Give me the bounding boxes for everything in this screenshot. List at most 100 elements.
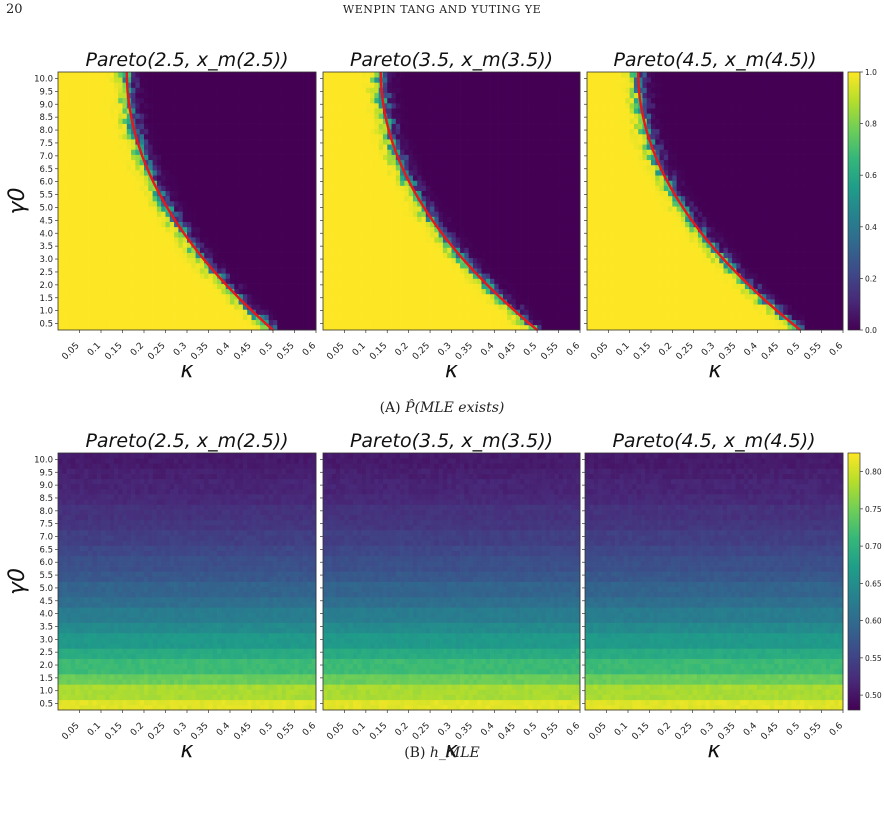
heatmap-cell: [88, 206, 93, 212]
heatmap-cell: [290, 253, 295, 259]
heatmap-cell: [204, 325, 209, 331]
heatmap-cell: [234, 175, 239, 181]
heatmap-cell: [269, 191, 274, 197]
heatmap-cell: [166, 103, 171, 109]
heatmap-cell: [323, 278, 328, 284]
heatmap-cell: [196, 180, 201, 186]
heatmap-cell: [247, 201, 252, 207]
heatmap-cell: [295, 304, 300, 310]
heatmap-cell: [422, 160, 427, 166]
heatmap-cell: [374, 325, 379, 331]
heatmap-cell: [426, 72, 431, 78]
heatmap-cell: [464, 191, 469, 197]
heatmap-cell: [409, 118, 414, 124]
heatmap-cell: [374, 165, 379, 171]
heatmap-cell: [323, 211, 328, 217]
heatmap-cell: [200, 103, 205, 109]
heatmap-cell: [71, 175, 76, 181]
heatmap-cell: [191, 134, 196, 140]
heatmap-cell: [92, 87, 97, 93]
heatmap-cell: [396, 325, 401, 331]
heatmap-cell: [58, 206, 63, 212]
heatmap-cell: [387, 87, 392, 93]
heatmap-cell: [277, 93, 282, 99]
heatmap-cell: [226, 227, 231, 233]
heatmap-cell: [460, 186, 465, 192]
heatmap-cell: [290, 206, 295, 212]
heatmap-cell: [140, 284, 145, 290]
heatmap-cell: [226, 129, 231, 135]
heatmap-cell: [62, 284, 67, 290]
heatmap-cell: [469, 129, 474, 135]
heatmap-cell: [477, 315, 482, 321]
heatmap-cell: [230, 118, 235, 124]
heatmap-cell: [336, 98, 341, 104]
heatmap-cell: [247, 149, 252, 155]
heatmap-cell: [123, 273, 128, 279]
heatmap-cell: [234, 268, 239, 274]
heatmap-cell: [75, 237, 80, 243]
heatmap-cell: [174, 278, 179, 284]
heatmap-cell: [264, 108, 269, 114]
heatmap-cell: [256, 165, 261, 171]
heatmap-cell: [392, 72, 397, 78]
heatmap-cell: [434, 320, 439, 326]
heatmap-cell: [230, 320, 235, 326]
heatmap-cell: [213, 175, 218, 181]
heatmap-cell: [264, 263, 269, 269]
heatmap-cell: [118, 258, 123, 264]
heatmap-cell: [187, 186, 192, 192]
heatmap-cell: [196, 309, 201, 315]
heatmap-cell: [273, 201, 278, 207]
heatmap-cell: [191, 165, 196, 171]
heatmap-cell: [473, 294, 478, 300]
heatmap-cell: [217, 144, 222, 150]
heatmap-cell: [217, 315, 222, 321]
heatmap-cell: [239, 227, 244, 233]
heatmap-cell: [174, 118, 179, 124]
heatmap-cell: [303, 309, 308, 315]
heatmap-cell: [230, 165, 235, 171]
heatmap-cell: [80, 77, 85, 83]
heatmap-cell: [387, 170, 392, 176]
heatmap-cell: [243, 268, 248, 274]
heatmap-cell: [464, 320, 469, 326]
heatmap-cell: [97, 129, 102, 135]
heatmap-cell: [383, 320, 388, 326]
heatmap-cell: [157, 129, 162, 135]
heatmap-cell: [443, 103, 448, 109]
heatmap-cell: [277, 211, 282, 217]
heatmap-cell: [464, 180, 469, 186]
heatmap-cell: [230, 258, 235, 264]
heatmap-cell: [413, 113, 418, 119]
heatmap-cell: [230, 186, 235, 192]
heatmap-cell: [299, 263, 304, 269]
heatmap-cell: [226, 258, 231, 264]
heatmap-cell: [370, 155, 375, 161]
heatmap-cell: [183, 160, 188, 166]
heatmap-cell: [430, 320, 435, 326]
heatmap-cell: [349, 175, 354, 181]
heatmap-cell: [307, 273, 312, 279]
heatmap-cell: [295, 170, 300, 176]
heatmap-cell: [409, 299, 414, 305]
heatmap-cell: [387, 294, 392, 300]
heatmap-cell: [269, 98, 274, 104]
heatmap-cell: [286, 170, 291, 176]
heatmap-cell: [157, 134, 162, 140]
heatmap-cell: [417, 124, 422, 130]
heatmap-cell: [452, 206, 457, 212]
heatmap-cell: [191, 258, 196, 264]
heatmap-cell: [460, 103, 465, 109]
heatmap-cell: [336, 263, 341, 269]
heatmap-cell: [477, 206, 482, 212]
heatmap-cell: [366, 237, 371, 243]
heatmap-cell: [200, 263, 205, 269]
heatmap-cell: [92, 216, 97, 222]
heatmap-cell: [400, 108, 405, 114]
heatmap-cell: [153, 268, 158, 274]
heatmap-cell: [183, 129, 188, 135]
heatmap-cell: [307, 211, 312, 217]
heatmap-cell: [58, 325, 63, 331]
heatmap-cell: [460, 180, 465, 186]
